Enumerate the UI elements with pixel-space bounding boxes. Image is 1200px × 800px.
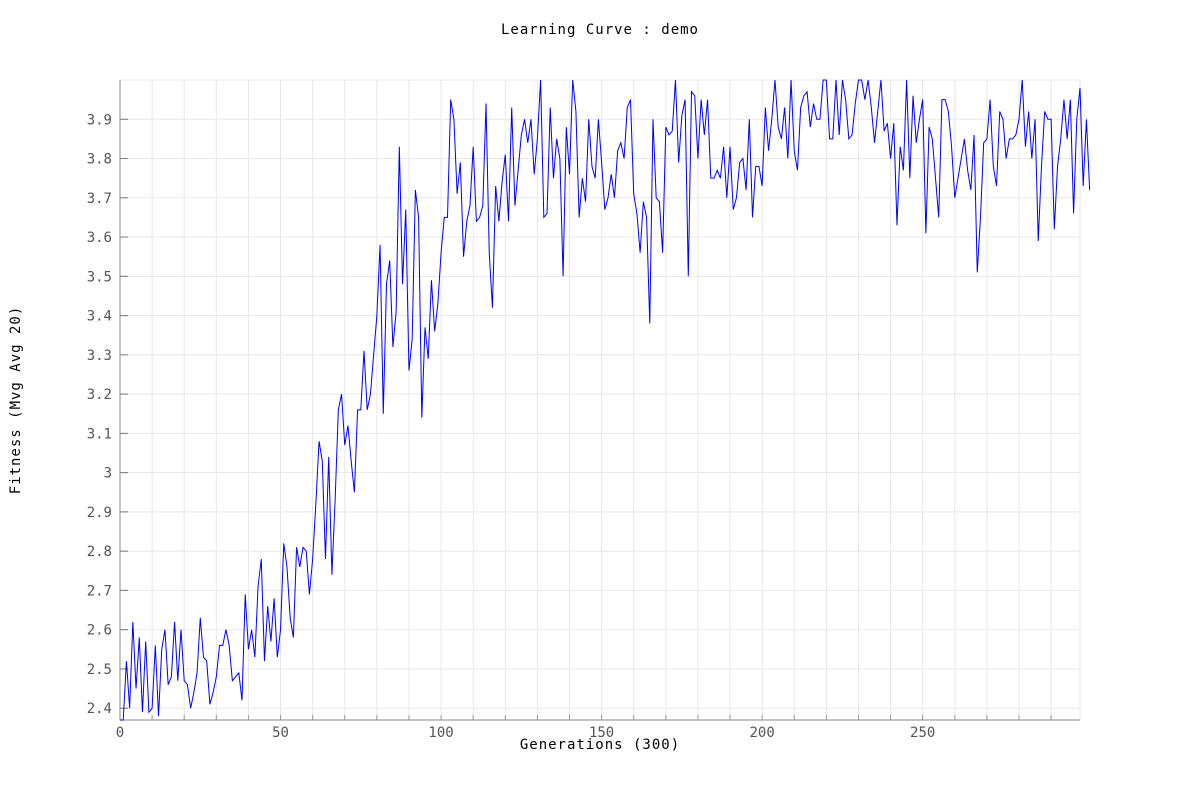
x-tick-label: 150 <box>589 725 614 741</box>
y-tick-label: 3.8 <box>87 152 112 168</box>
x-axis-title: Generations (300) <box>519 737 681 753</box>
y-tick-label: 2.6 <box>87 623 112 639</box>
x-tick-label: 50 <box>272 725 289 741</box>
x-tick-label: 250 <box>910 725 935 741</box>
series-line <box>120 79 1091 721</box>
x-tick-label: 0 <box>116 725 124 741</box>
y-tick-label: 3.3 <box>87 348 112 364</box>
y-tick-label: 3.7 <box>87 191 112 207</box>
y-tick-label: 3.2 <box>87 387 112 403</box>
y-tick-label: 3 <box>104 466 112 482</box>
y-tick-label: 2.4 <box>87 701 112 717</box>
x-tick-label: 100 <box>428 725 453 741</box>
y-tick-label: 2.8 <box>87 544 112 560</box>
series-layer <box>120 79 1091 721</box>
y-tick-label: 2.7 <box>87 583 112 599</box>
grid <box>119 79 1081 720</box>
x-tick-label: 200 <box>749 725 774 741</box>
y-tick-label: 2.9 <box>87 505 112 521</box>
axes: 2.4 2.5 2.6 2.7 2.8 2.9 3 3.1 3.2 3.3 3.4 3.5 3.6 3.7… <box>87 80 1080 741</box>
y-tick-label: 3.1 <box>87 426 112 442</box>
y-tick-label: 3.4 <box>87 309 112 325</box>
y-tick-label: 3.5 <box>87 269 112 285</box>
y-tick-label: 2.5 <box>87 662 112 678</box>
y-tick-label: 3.9 <box>87 112 112 128</box>
chart-title: Learning Curve : demo <box>500 22 699 38</box>
y-tick-label: 3.6 <box>87 230 112 246</box>
